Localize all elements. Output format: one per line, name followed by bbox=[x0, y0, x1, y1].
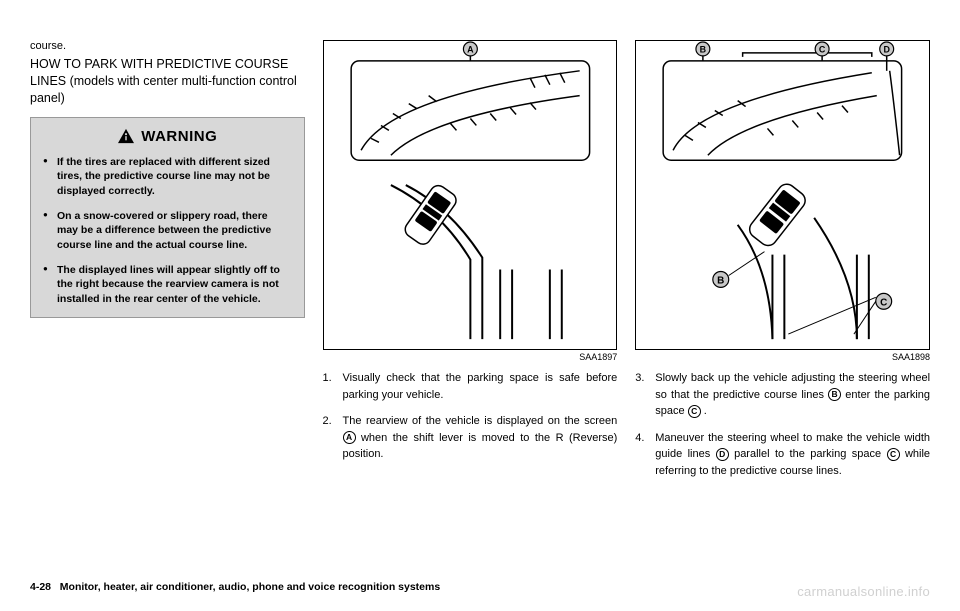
section-subtitle: HOW TO PARK WITH PREDICTIVE COURSE LINES… bbox=[30, 56, 305, 107]
step-item: 2.The rearview of the vehicle is display… bbox=[323, 413, 618, 463]
warning-item: On a snow-covered or slippery road, ther… bbox=[43, 209, 292, 253]
column-3: B C D bbox=[635, 40, 930, 560]
step-item: 3.Slowly back up the vehicle adjusting t… bbox=[635, 370, 930, 420]
diagram-1: A bbox=[323, 40, 618, 350]
circle-marker-c: C bbox=[688, 405, 701, 418]
svg-text:B: B bbox=[700, 44, 707, 54]
steps-col3: 3.Slowly back up the vehicle adjusting t… bbox=[635, 370, 930, 489]
step-number: 2. bbox=[323, 413, 332, 430]
warning-title: WARNING bbox=[141, 128, 217, 145]
warning-item: If the tires are replaced with different… bbox=[43, 155, 292, 199]
svg-text:D: D bbox=[884, 44, 891, 54]
step-item: 4.Maneuver the steering wheel to make th… bbox=[635, 430, 930, 480]
svg-text:B: B bbox=[717, 275, 724, 286]
parking-diagram-1-svg: A bbox=[324, 41, 617, 349]
warning-triangle-icon bbox=[117, 128, 135, 144]
circle-marker-d: D bbox=[716, 448, 729, 461]
column-1: course. HOW TO PARK WITH PREDICTIVE COUR… bbox=[30, 40, 305, 560]
parking-diagram-2-svg: B C D bbox=[636, 41, 929, 349]
page-footer: 4-28 Monitor, heater, air conditioner, a… bbox=[30, 581, 440, 593]
circle-marker-b: B bbox=[828, 388, 841, 401]
warning-item: The displayed lines will appear slightly… bbox=[43, 263, 292, 307]
step-number: 3. bbox=[635, 370, 644, 387]
section-title: Monitor, heater, air conditioner, audio,… bbox=[60, 581, 440, 593]
circle-marker-c: C bbox=[887, 448, 900, 461]
circle-marker-a: A bbox=[343, 431, 356, 444]
warning-header: WARNING bbox=[43, 128, 292, 145]
diagram-2: B C D bbox=[635, 40, 930, 350]
diagram-1-code: SAA1897 bbox=[323, 352, 618, 362]
steps-col2: 1.Visually check that the parking space … bbox=[323, 370, 618, 473]
step-item: 1.Visually check that the parking space … bbox=[323, 370, 618, 403]
page-content: course. HOW TO PARK WITH PREDICTIVE COUR… bbox=[30, 40, 930, 560]
svg-text:C: C bbox=[819, 44, 826, 54]
svg-text:C: C bbox=[880, 297, 887, 308]
step-number: 4. bbox=[635, 430, 644, 447]
warning-list: If the tires are replaced with different… bbox=[43, 155, 292, 307]
watermark: carmanualsonline.info bbox=[797, 584, 930, 599]
warning-box: WARNING If the tires are replaced with d… bbox=[30, 117, 305, 318]
column-2: A bbox=[323, 40, 618, 560]
lead-text: course. bbox=[30, 40, 305, 52]
step-number: 1. bbox=[323, 370, 332, 387]
marker-a-label: A bbox=[467, 44, 474, 54]
diagram-2-code: SAA1898 bbox=[635, 352, 930, 362]
page-number: 4-28 bbox=[30, 581, 51, 593]
